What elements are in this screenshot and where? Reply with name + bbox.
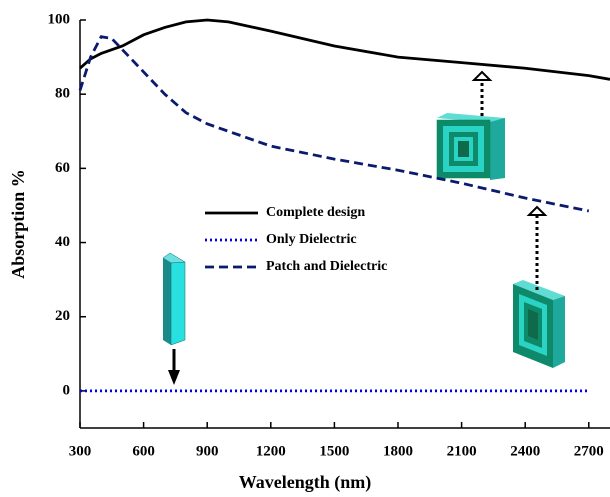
line-series bbox=[80, 37, 589, 211]
x-tick-label: 1500 bbox=[319, 443, 349, 459]
x-tick-label: 2400 bbox=[510, 443, 540, 459]
x-axis-title: Wavelength (nm) bbox=[239, 472, 372, 493]
patch-icon-bottom bbox=[513, 280, 565, 368]
x-tick-label: 900 bbox=[196, 443, 219, 459]
arrow-up-top bbox=[474, 72, 490, 116]
y-tick-label: 60 bbox=[55, 160, 70, 176]
legend-label: Complete design bbox=[266, 205, 365, 220]
y-axis-title: Absorption % bbox=[8, 169, 28, 279]
x-tick-label: 1800 bbox=[383, 443, 413, 459]
y-tick-label: 100 bbox=[48, 11, 71, 27]
y-tick-label: 80 bbox=[55, 86, 70, 102]
page: Wavelength (nm) Absorption % 0 20 40 60 80 10… bbox=[0, 0, 610, 497]
x-tick-label: 600 bbox=[132, 443, 155, 459]
bar-icon bbox=[163, 253, 185, 345]
y-tick-label: 0 bbox=[63, 382, 71, 398]
patch-icon-top bbox=[437, 113, 505, 180]
y-tick-label: 20 bbox=[55, 308, 70, 324]
arrow-up-bottom bbox=[529, 207, 545, 290]
x-tick-label: 2700 bbox=[574, 443, 604, 459]
legend-label: Only Dielectric bbox=[266, 232, 357, 247]
line-series bbox=[80, 20, 610, 79]
x-tick-label: 300 bbox=[69, 443, 92, 459]
legend-label: Patch and Dielectric bbox=[266, 259, 387, 274]
chart: Wavelength (nm) Absorption % 0 20 40 60 80 10… bbox=[0, 0, 610, 497]
arrow-down bbox=[168, 349, 180, 385]
x-tick-label: 1200 bbox=[256, 443, 286, 459]
y-tick-label: 40 bbox=[55, 234, 70, 250]
x-tick-label: 2100 bbox=[447, 443, 477, 459]
